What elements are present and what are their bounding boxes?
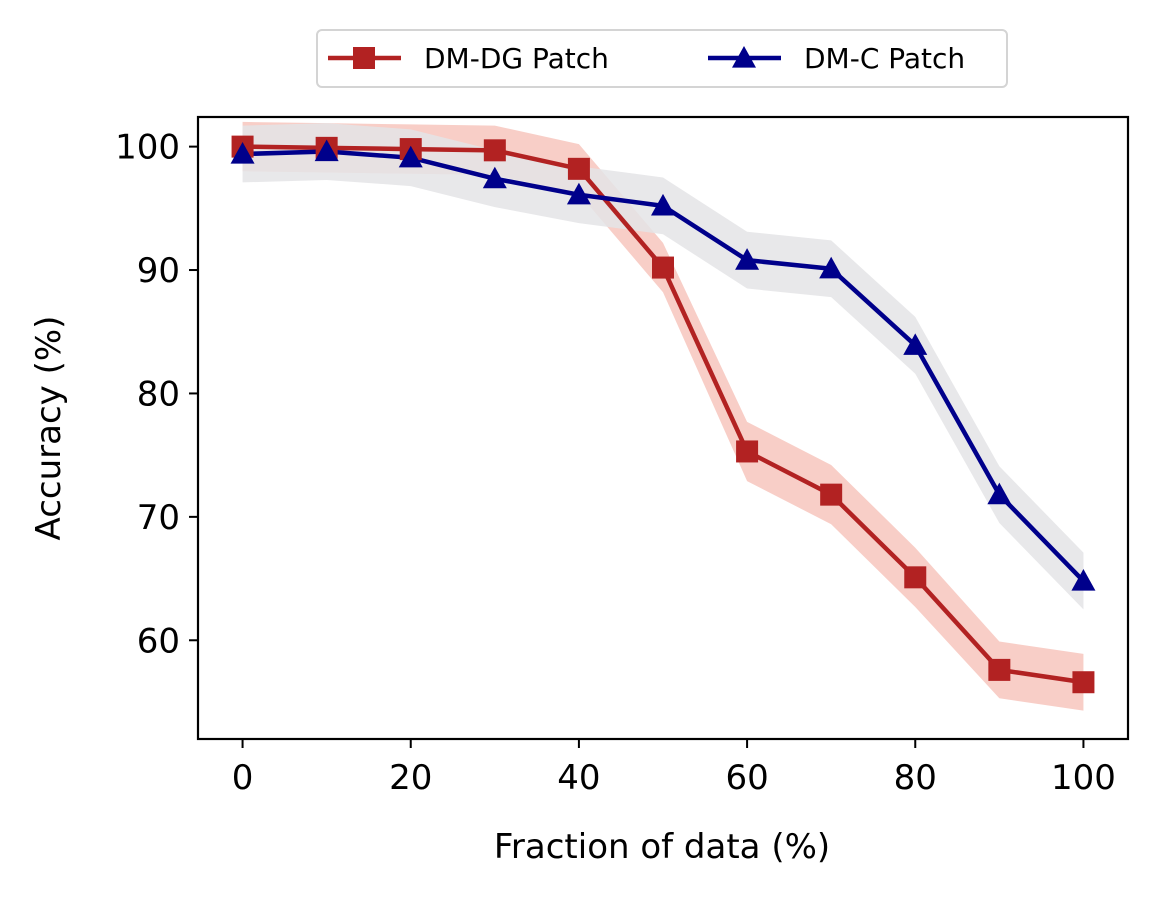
dm-c-point — [314, 139, 339, 162]
y-tick-label: 90 — [137, 251, 180, 291]
dm-dg-point — [988, 658, 1011, 681]
legend-frame — [316, 29, 1008, 88]
dm-c-point — [398, 145, 423, 168]
y-tick-label: 70 — [137, 498, 180, 538]
confidence-bands — [242, 121, 1084, 711]
dm-dg-point — [483, 139, 506, 162]
dm-dg-point — [904, 566, 927, 589]
x-tick-label: 100 — [1051, 758, 1116, 798]
dm-dg-confidence-band — [242, 121, 1084, 711]
dm-c-legend-label: DM-C Patch — [804, 42, 965, 75]
x-tick-label: 80 — [894, 758, 937, 798]
x-tick-label: 60 — [725, 758, 768, 798]
plot-area-frame — [196, 115, 1130, 741]
x-tick-label: 40 — [557, 758, 600, 798]
dm-c-confidence-band — [242, 123, 1084, 610]
dm-c-point — [903, 333, 928, 355]
dm-c-point — [482, 166, 507, 189]
dm-c-point — [987, 482, 1012, 505]
y-tick-label: 100 — [115, 128, 180, 168]
x-tick-label: 20 — [389, 758, 432, 798]
dm-dg-point — [652, 256, 674, 279]
dm-c-legend-marker — [732, 46, 756, 68]
dm-dg-point — [567, 157, 590, 180]
dm-dg-point — [1072, 671, 1095, 694]
dm-c-point — [735, 248, 760, 270]
dm-dg-legend-marker — [353, 47, 375, 69]
y-tick-label: 60 — [137, 621, 180, 661]
dm-c-point — [651, 193, 675, 216]
x-axis-ticks: 0 20 40 60 80 100 — [232, 739, 1116, 798]
dm-dg-legend-label: DM-DG Patch — [424, 42, 609, 75]
y-axis-ticks: 60 70 80 90 100 — [115, 128, 198, 661]
x-axis-label: Fraction of data (%) — [494, 827, 830, 867]
y-tick-label: 80 — [137, 374, 180, 414]
legend-items: DM-DG Patch DM-C Patch — [328, 42, 965, 75]
legend: DM-DG Patch DM-C Patch — [316, 29, 1008, 88]
series-markers — [230, 135, 1096, 694]
y-axis-label: Accuracy (%) — [29, 316, 69, 541]
x-tick-label: 0 — [232, 758, 254, 798]
dm-c-point — [1071, 569, 1096, 591]
dm-dg-point — [736, 440, 759, 463]
dm-c-point — [230, 142, 255, 164]
dm-c-point — [566, 182, 591, 205]
dm-dg-point — [820, 483, 843, 506]
dm-c-point — [819, 256, 844, 279]
